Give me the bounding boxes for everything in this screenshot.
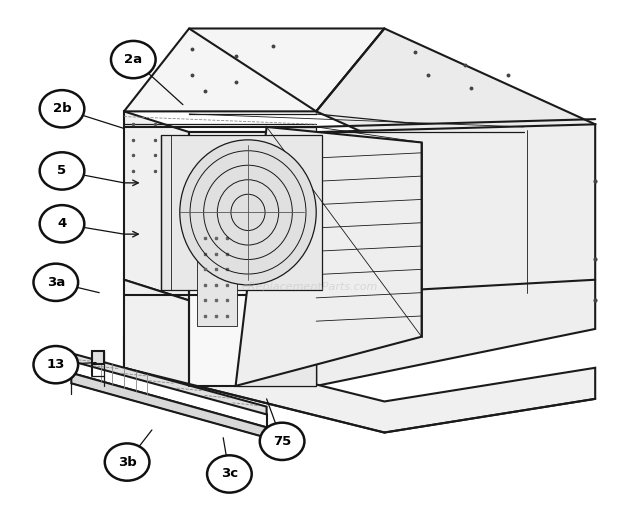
Circle shape [111, 41, 156, 78]
Polygon shape [189, 132, 316, 386]
Polygon shape [92, 351, 104, 364]
Polygon shape [71, 373, 267, 438]
Polygon shape [124, 280, 189, 386]
Circle shape [33, 346, 78, 383]
Circle shape [40, 152, 84, 190]
Polygon shape [124, 337, 595, 433]
Polygon shape [236, 127, 316, 386]
Circle shape [207, 455, 252, 493]
Polygon shape [316, 124, 595, 386]
Circle shape [40, 205, 84, 242]
Circle shape [40, 90, 84, 127]
Polygon shape [124, 28, 384, 111]
Polygon shape [71, 353, 267, 414]
Text: 3c: 3c [221, 467, 238, 481]
Text: 2b: 2b [53, 102, 71, 116]
Text: 75: 75 [273, 435, 291, 448]
Text: eReplacementParts.com: eReplacementParts.com [242, 282, 378, 293]
Ellipse shape [180, 140, 316, 285]
Polygon shape [197, 223, 237, 326]
Circle shape [260, 423, 304, 460]
Circle shape [33, 264, 78, 301]
Polygon shape [236, 127, 422, 386]
Text: 5: 5 [58, 164, 66, 178]
Text: 2a: 2a [124, 53, 143, 66]
Bar [161, 135, 322, 290]
Text: 3b: 3b [118, 455, 136, 469]
Text: 3a: 3a [46, 276, 65, 289]
Polygon shape [316, 28, 595, 205]
Text: 13: 13 [46, 358, 65, 371]
Polygon shape [124, 111, 189, 300]
Text: 4: 4 [58, 217, 66, 231]
Circle shape [105, 443, 149, 481]
